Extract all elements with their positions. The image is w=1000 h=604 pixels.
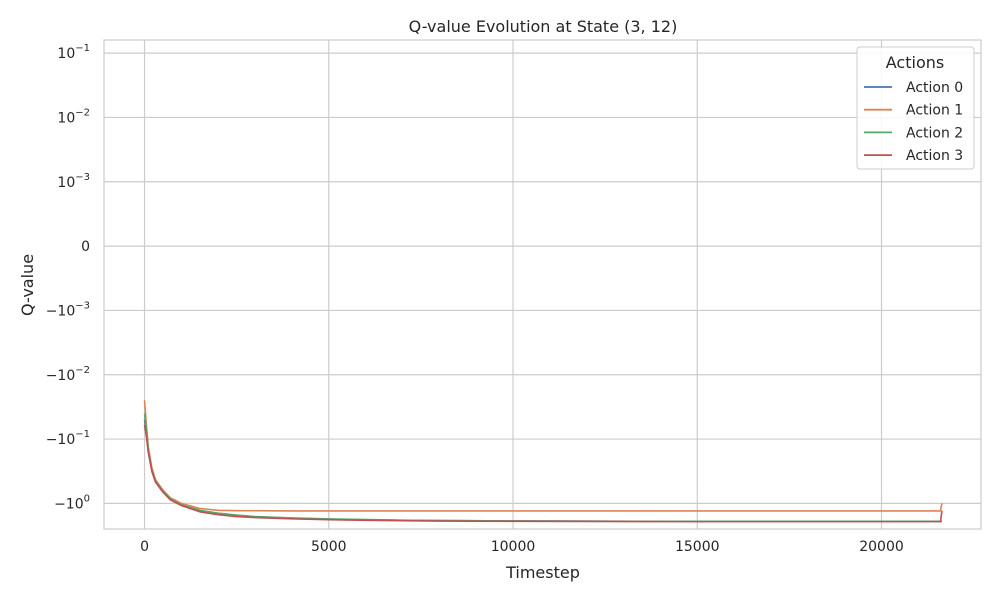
y-tick-label: 10−2 [57, 107, 90, 126]
legend-label-action-0: Action 0 [906, 80, 963, 96]
plot-area-frame [103, 39, 982, 530]
series-lines [143, 400, 943, 523]
x-axis-label: Timestep [505, 563, 580, 582]
legend-title: Actions [886, 53, 944, 72]
x-tick-labels: 0 5000 10000 15000 20000 [140, 539, 904, 555]
y-tick-label: 10−3 [57, 172, 90, 191]
legend-label-action-3: Action 3 [906, 148, 963, 164]
y-tick-label: −10−1 [46, 429, 90, 448]
chart-title: Q-value Evolution at State (3, 12) [409, 17, 678, 36]
series-line-action-1 [143, 400, 943, 512]
y-tick-labels: 10−1 10−2 10−3 0 −10−3 −10−2 −10−1 −100 [46, 43, 90, 512]
grid-lines [104, 40, 981, 529]
x-tick-label: 10000 [491, 539, 536, 555]
y-tick-label: −10−2 [46, 365, 90, 384]
y-tick-label: 10−1 [57, 43, 90, 62]
legend-box [856, 46, 975, 170]
legend-items: Action 0 Action 1 Action 2 Action 3 [864, 80, 963, 164]
legend: Actions Action 0 Action 1 Action 2 Action 3 [856, 46, 975, 170]
legend-label-action-1: Action 1 [906, 103, 963, 119]
legend-label-action-2: Action 2 [906, 125, 963, 141]
y-tick-label: −100 [54, 493, 90, 512]
series-line-action-3 [143, 424, 943, 523]
y-tick-label: 0 [81, 239, 90, 255]
x-tick-label: 15000 [675, 539, 720, 555]
x-tick-label: 0 [140, 539, 149, 555]
y-axis-label: Q-value [18, 254, 37, 316]
series-line-action-2 [143, 413, 942, 523]
y-tick-label: −10−3 [46, 300, 90, 319]
x-tick-label: 5000 [311, 539, 347, 555]
x-tick-label: 20000 [859, 539, 904, 555]
series-line-action-0 [143, 419, 942, 523]
